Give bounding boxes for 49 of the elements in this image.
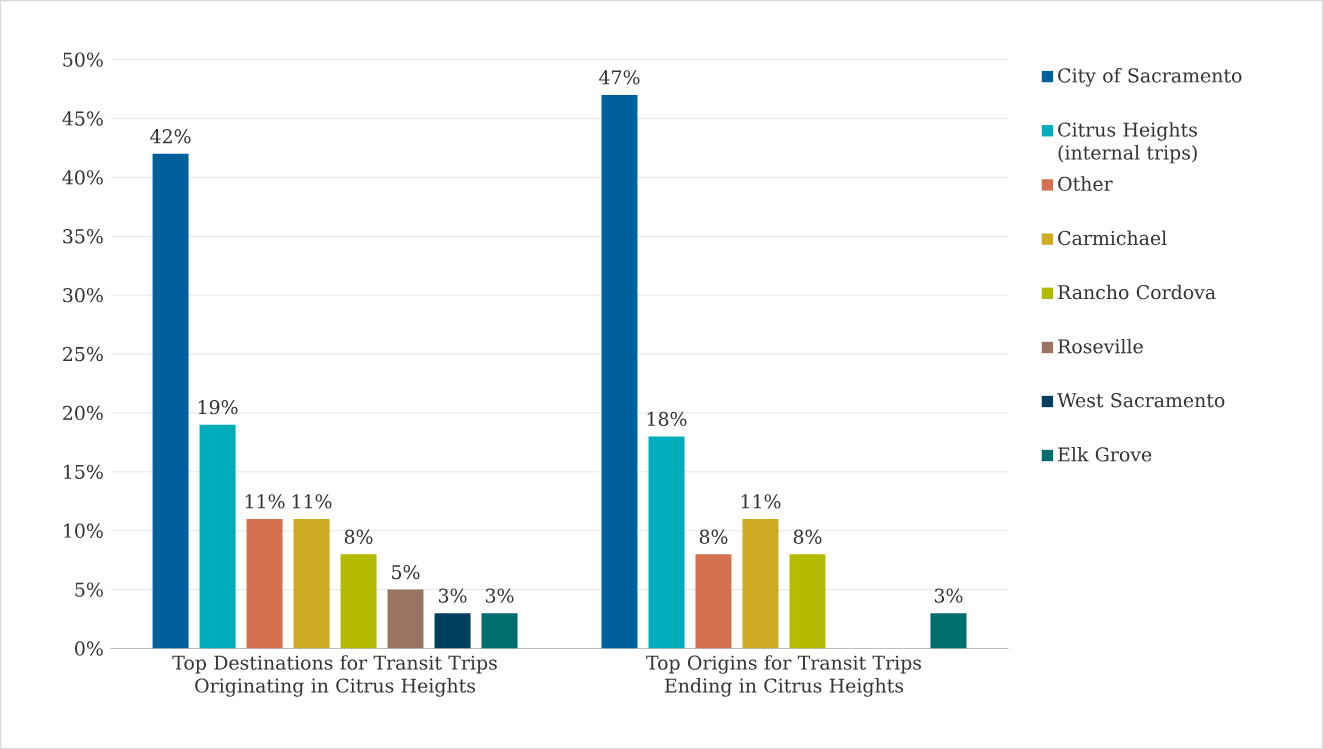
bar bbox=[789, 554, 826, 649]
bar bbox=[742, 518, 779, 649]
data-label: 8% bbox=[699, 529, 728, 544]
data-label: 11% bbox=[741, 494, 781, 509]
bar bbox=[293, 518, 330, 649]
data-label: 8% bbox=[344, 529, 373, 544]
legend-label: Rancho Cordova bbox=[1058, 284, 1216, 300]
data-label: 11% bbox=[292, 494, 332, 509]
bar bbox=[246, 518, 283, 649]
bar bbox=[648, 436, 685, 649]
y-tick-label: 35% bbox=[63, 229, 103, 244]
data-label: 3% bbox=[934, 588, 963, 603]
y-tick-label: 15% bbox=[64, 464, 103, 479]
data-label: 3% bbox=[485, 588, 514, 603]
bar bbox=[434, 613, 471, 649]
bar bbox=[199, 424, 236, 649]
legend-label: City of Sacramento bbox=[1058, 67, 1242, 87]
bar bbox=[930, 613, 967, 649]
legend-label: Carmichael bbox=[1058, 230, 1167, 246]
legend-label: Roseville bbox=[1058, 338, 1143, 354]
data-label: 47% bbox=[599, 70, 640, 85]
y-tick-label: 30% bbox=[63, 287, 103, 303]
bar bbox=[340, 554, 377, 649]
y-tick-label: 20% bbox=[63, 405, 103, 421]
bar bbox=[695, 554, 732, 649]
data-label: 42% bbox=[150, 129, 191, 144]
data-label: 19% bbox=[198, 399, 238, 415]
bar bbox=[152, 153, 189, 649]
x-tick-label: Top Origins for Transit Trips Ending in Citrus Heights bbox=[646, 655, 922, 697]
legend-label: West Sacramento bbox=[1057, 393, 1225, 408]
legend-label: Elk Grove bbox=[1058, 446, 1152, 462]
y-tick-label: 25% bbox=[63, 346, 103, 362]
bar bbox=[481, 613, 518, 649]
y-tick-label: 10% bbox=[64, 523, 103, 538]
y-tick-label: 40% bbox=[62, 170, 103, 185]
y-tick-label: 5% bbox=[75, 582, 103, 597]
data-label: 3% bbox=[438, 588, 467, 603]
bar bbox=[387, 589, 424, 649]
data-label: 11% bbox=[245, 494, 285, 509]
legend-label: Other bbox=[1058, 176, 1113, 191]
y-tick-label: 45% bbox=[62, 111, 103, 126]
y-tick-label: 50% bbox=[63, 52, 103, 67]
y-tick-label: 0% bbox=[75, 641, 103, 656]
legend-label: Citrus Heights (internal trips) bbox=[1058, 122, 1197, 164]
data-label: 18% bbox=[647, 411, 687, 427]
bar bbox=[601, 94, 638, 649]
data-label: 8% bbox=[793, 529, 822, 544]
data-label: 5% bbox=[392, 564, 420, 580]
x-tick-label: Top Destinations for Transit Trips Originating in Citrus Heights bbox=[172, 655, 497, 697]
